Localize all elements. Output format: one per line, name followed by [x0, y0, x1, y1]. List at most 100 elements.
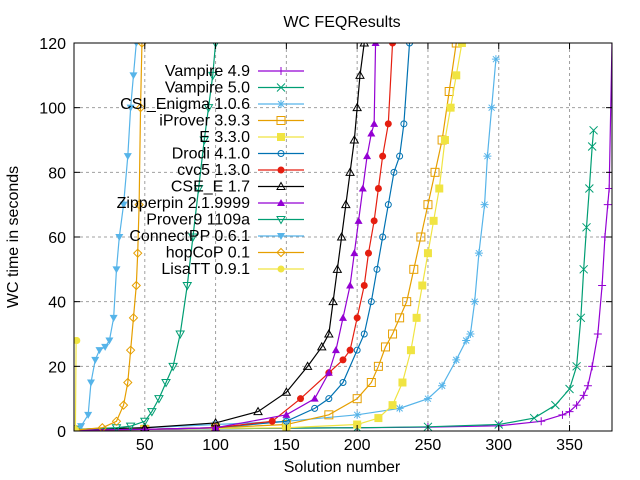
marker-circle-icon [384, 201, 392, 209]
data-point [134, 199, 144, 210]
data-point [111, 416, 122, 427]
marker-circle-filled-icon [384, 120, 392, 128]
marker-triangle-down-icon [203, 104, 214, 113]
marker-triangle-down-filled-icon [277, 233, 285, 240]
marker-circle-icon [390, 168, 398, 176]
data-point [395, 313, 405, 323]
marker-triangle-icon [349, 134, 360, 144]
series-line [75, 43, 137, 430]
legend-item: Prover9 1109a [146, 212, 304, 229]
marker-triangle-down-filled-icon [112, 266, 121, 274]
data-point [352, 394, 362, 404]
marker-triangle-down-filled-icon [105, 337, 114, 345]
data-point [182, 282, 193, 291]
data-point [483, 152, 492, 161]
marker-square-filled-icon [457, 43, 466, 47]
marker-x-icon [587, 142, 597, 151]
data-point [133, 248, 143, 258]
marker-square-filled-icon [277, 133, 285, 141]
data-point [311, 404, 319, 412]
data-point [379, 152, 387, 160]
chart-title: WC FEQResults [283, 14, 400, 31]
data-point [360, 330, 368, 338]
marker-triangle-filled-icon [331, 346, 340, 354]
legend-label: cvc5 1.3.0 [177, 162, 250, 179]
legend-marker [277, 67, 285, 75]
data-point [353, 346, 361, 354]
marker-triangle-icon [355, 70, 365, 79]
data-point [589, 125, 598, 135]
marker-square-filled-icon [412, 313, 421, 322]
data-point [332, 264, 343, 273]
data-point [367, 298, 375, 306]
marker-square-filled-icon [374, 414, 383, 423]
data-point [389, 43, 397, 47]
data-point [388, 401, 397, 410]
data-point [457, 43, 466, 47]
marker-plus-icon [277, 67, 285, 75]
marker-plus-icon [572, 401, 581, 410]
marker-triangle-down-filled-icon [115, 234, 124, 241]
data-point [358, 184, 367, 192]
x-tick-label: 350 [556, 437, 583, 454]
data-point [77, 423, 86, 431]
data-point [579, 391, 588, 400]
marker-star-icon [483, 152, 492, 161]
data-point [370, 119, 379, 127]
legend-marker [277, 100, 285, 108]
legend-item: CSI_Enigma 1.0.6 [120, 96, 304, 113]
data-point [97, 423, 108, 431]
data-point [380, 342, 390, 352]
data-point [558, 410, 567, 419]
series-lisatt-0-9-1 [74, 336, 81, 431]
marker-circle-icon [339, 379, 347, 386]
data-point [339, 379, 347, 386]
marker-square-icon [388, 329, 398, 339]
legend-item: Vampire 5.0 [165, 80, 304, 97]
data-point [418, 281, 427, 290]
data-point [412, 313, 421, 322]
marker-triangle-icon [359, 43, 370, 47]
marker-triangle-filled-icon [310, 394, 319, 402]
marker-plus-icon [537, 417, 546, 426]
data-point [572, 401, 581, 410]
data-point [125, 422, 136, 431]
marker-x-icon [584, 184, 594, 193]
marker-circle-icon [406, 43, 414, 47]
marker-plus-icon [579, 391, 588, 400]
marker-x-icon [579, 264, 589, 274]
data-point [199, 136, 210, 146]
legend-label: ConnectPP 0.6.1 [129, 228, 250, 245]
data-point [466, 330, 475, 338]
marker-square-filled-icon [452, 71, 461, 80]
marker-square-filled-icon [423, 249, 432, 258]
marker-square-icon [366, 378, 376, 387]
marker-circle-filled-icon [353, 314, 361, 322]
marker-circle-filled-icon [389, 43, 397, 47]
data-point [297, 395, 305, 403]
data-point [384, 120, 392, 128]
marker-triangle-down-filled-icon [119, 201, 128, 209]
data-point [161, 379, 171, 388]
marker-square-filled-icon [406, 346, 415, 355]
series-line [75, 43, 217, 430]
data-point [123, 377, 133, 388]
data-point [175, 330, 186, 340]
marker-triangle-down-filled-icon [77, 423, 86, 431]
marker-triangle-filled-icon [363, 152, 372, 160]
data-point [416, 232, 426, 242]
marker-triangle-down-filled-icon [84, 411, 93, 419]
marker-triangle-filled-icon [346, 281, 355, 289]
marker-x-icon [576, 313, 586, 323]
data-point [346, 281, 355, 289]
marker-circle-filled-icon [74, 425, 79, 431]
marker-square-filled-icon [418, 281, 427, 290]
data-point [366, 378, 376, 387]
data-point [345, 167, 355, 176]
legend-item: ConnectPP 0.6.1 [129, 228, 304, 245]
marker-triangle-down-icon [168, 362, 178, 372]
data-point [409, 264, 419, 274]
data-point [203, 104, 214, 113]
legend-label: E 3.3.0 [199, 129, 250, 146]
